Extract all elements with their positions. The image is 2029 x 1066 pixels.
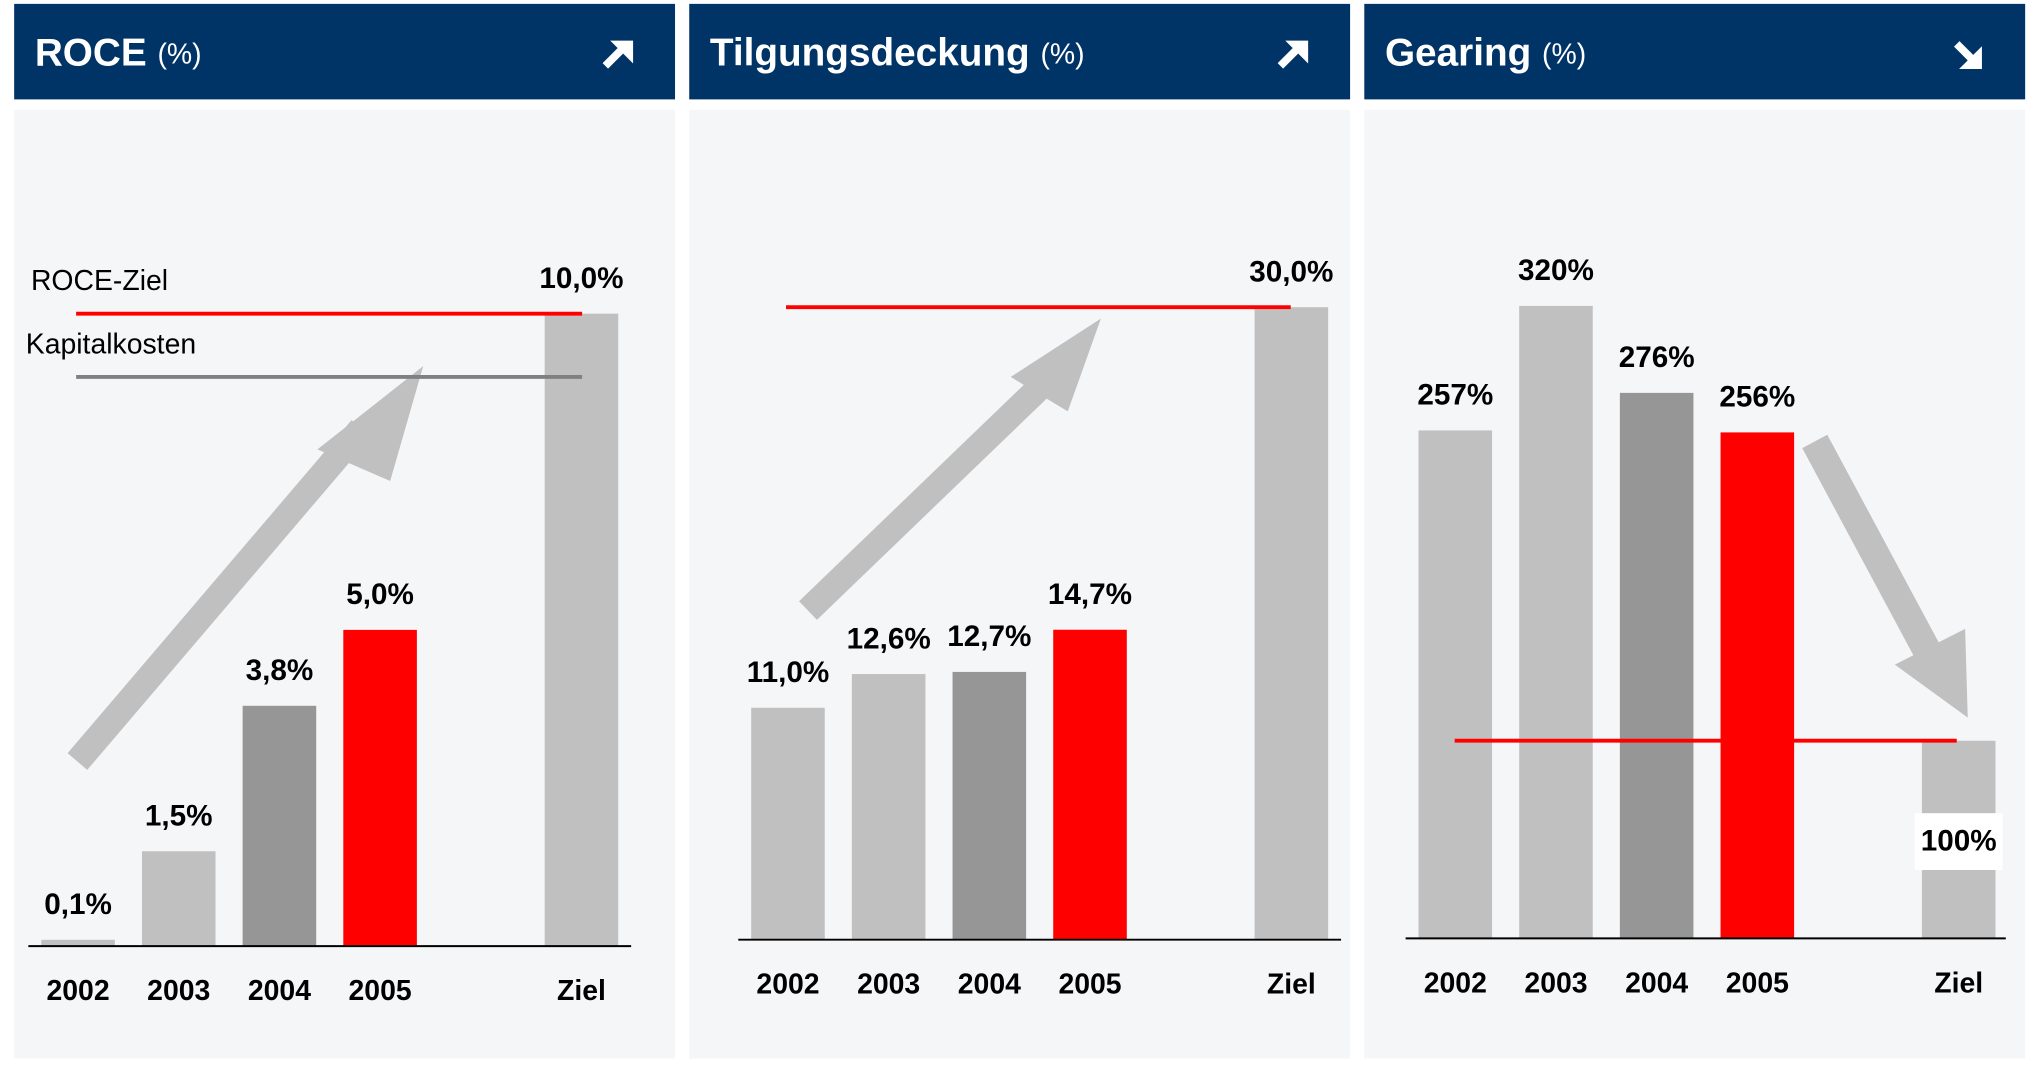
category-label: 2002	[1424, 967, 1487, 999]
reference-label: ROCE-Ziel	[31, 265, 168, 297]
unit: (%)	[1542, 38, 1586, 70]
icon	[1959, 46, 1982, 70]
category-label: 2004	[248, 975, 311, 1007]
category-label: 2003	[857, 969, 920, 1001]
header	[689, 3, 1351, 100]
value-label: 1,5%	[145, 800, 213, 833]
bar	[1619, 392, 1694, 939]
trend-arrow	[1010, 318, 1101, 412]
bar	[1519, 305, 1593, 939]
value-label: 276%	[1619, 341, 1695, 374]
value-label: 5,0%	[346, 578, 414, 611]
title: Tilgungsdeckung	[710, 32, 1030, 75]
trend-arrow	[67, 420, 372, 770]
icon	[1285, 40, 1309, 64]
category-label: 2002	[756, 969, 819, 1001]
value-label: 11,0%	[747, 656, 830, 689]
value-label: 320%	[1518, 254, 1594, 287]
bar	[1418, 430, 1493, 939]
unit: (%)	[1040, 38, 1084, 70]
header	[14, 3, 676, 100]
bar	[242, 705, 317, 947]
trend-arrow	[317, 366, 424, 482]
header-icons	[602, 40, 1982, 70]
bar	[1254, 307, 1329, 940]
unit: (%)	[157, 38, 201, 70]
bar	[751, 707, 825, 940]
value-label-box	[1914, 813, 2003, 870]
category-label: Ziel	[557, 975, 606, 1007]
trend-arrows	[67, 318, 1968, 770]
value-label: 0,1%	[44, 888, 112, 921]
bar	[41, 939, 115, 947]
value-label: 257%	[1417, 379, 1493, 412]
category-label: 2005	[1058, 969, 1121, 1001]
bar	[851, 674, 926, 940]
value-label: 100%	[1921, 825, 1997, 858]
category-label: 2005	[1726, 967, 1789, 999]
value-label: 12,6%	[847, 622, 931, 655]
category-label: Ziel	[1267, 969, 1316, 1001]
title: ROCE	[35, 32, 147, 75]
value-label: 3,8%	[246, 654, 314, 687]
header	[1364, 3, 2026, 100]
value-label: 14,7%	[1048, 578, 1132, 611]
value-label: 256%	[1719, 381, 1795, 414]
icon	[610, 40, 634, 64]
category-label: Ziel	[1934, 967, 1983, 999]
panel-title: Tilgungsdeckung (%)	[710, 32, 1085, 75]
value-label: 10,0%	[539, 262, 623, 295]
bar	[544, 313, 619, 947]
category-label: 2003	[147, 975, 210, 1007]
value-label: 12,7%	[947, 620, 1031, 653]
bar	[1720, 432, 1795, 939]
bar	[141, 851, 216, 947]
value-label: 30,0%	[1249, 255, 1333, 288]
category-label: 2002	[46, 975, 109, 1007]
bar	[952, 671, 1027, 940]
bar	[343, 629, 417, 947]
category-label: 2005	[349, 975, 412, 1007]
reference-label: Kapitalkosten	[26, 328, 196, 360]
category-label: 2004	[1625, 967, 1688, 999]
panel-title: ROCE (%)	[35, 32, 202, 75]
trend-arrow	[1894, 628, 1968, 718]
category-label: 2003	[1524, 967, 1587, 999]
title: Gearing	[1385, 32, 1531, 75]
panel-title: Gearing (%)	[1385, 32, 1586, 75]
bar	[1053, 629, 1127, 940]
trend-arrow	[1802, 434, 1941, 660]
trend-arrow	[799, 367, 1060, 620]
category-label: 2004	[958, 969, 1021, 1001]
